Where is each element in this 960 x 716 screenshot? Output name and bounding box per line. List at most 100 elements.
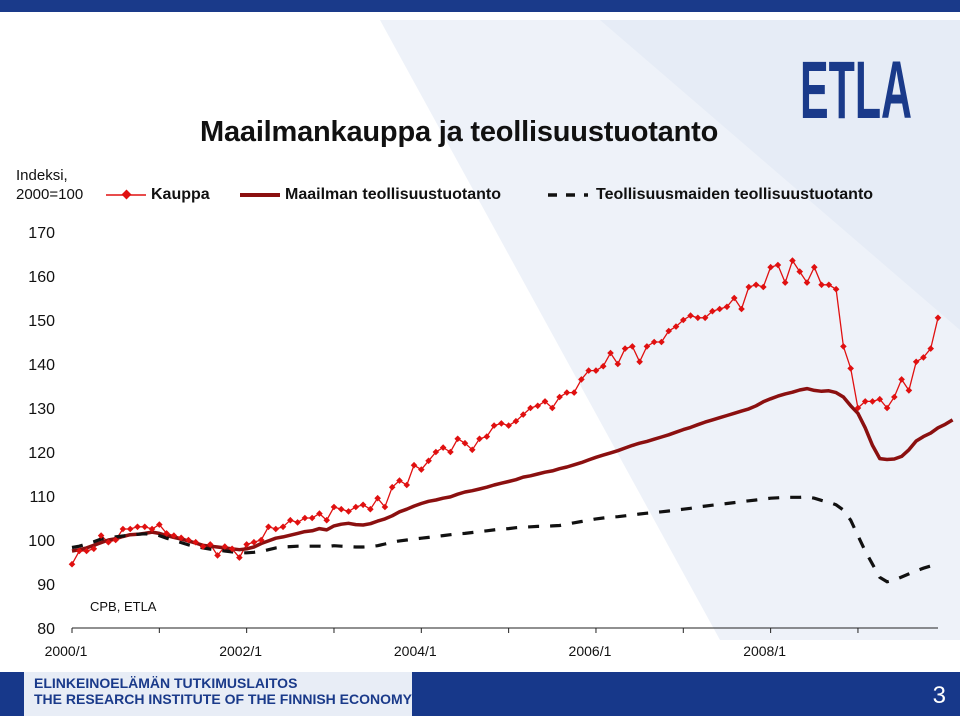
y-axis-label-line1: Indeksi,	[16, 167, 68, 184]
kauppa-point	[832, 285, 840, 293]
kauppa-point	[134, 523, 141, 531]
kauppa-point	[301, 514, 309, 522]
kauppa-point	[337, 505, 345, 513]
kauppa-point	[156, 521, 163, 528]
footer: ELINKEINOELÄMÄN TUTKIMUSLAITOS THE RESEA…	[0, 672, 960, 716]
kauppa-point	[177, 534, 185, 542]
kauppa-point	[316, 510, 323, 517]
kauppa-point	[163, 530, 170, 537]
kauppa-point	[221, 543, 229, 550]
kauppa-point	[257, 536, 265, 544]
kauppa-point	[578, 376, 585, 383]
y-tick-label: 150	[28, 313, 55, 330]
y-tick-label: 100	[28, 533, 55, 550]
kauppa-point	[228, 545, 236, 553]
footer-left-panel	[0, 672, 412, 716]
kauppa-point	[636, 358, 643, 366]
kauppa-point	[439, 444, 447, 451]
kauppa-point	[287, 516, 294, 524]
kauppa-point	[796, 268, 804, 275]
kauppa-point	[534, 402, 542, 410]
kauppa-point	[854, 404, 862, 412]
kauppa-point	[687, 312, 694, 319]
kauppa-point	[345, 508, 352, 515]
kauppa-point	[825, 281, 833, 289]
kauppa-point	[352, 503, 360, 511]
kauppa-point	[752, 281, 760, 289]
kauppa-point	[599, 362, 607, 370]
kauppa-point	[541, 398, 549, 405]
kauppa-point	[170, 532, 178, 539]
kauppa-point	[738, 305, 745, 313]
kauppa-point	[861, 398, 869, 405]
top-bar	[0, 0, 960, 12]
kauppa-point	[694, 314, 702, 322]
kauppa-point	[527, 404, 534, 412]
kauppa-point	[585, 367, 592, 374]
kauppa-point	[330, 503, 338, 511]
kauppa-point	[847, 365, 854, 372]
y-axis-label-line2: 2000=100	[16, 186, 84, 203]
kauppa-point	[701, 314, 709, 322]
plot-area	[72, 232, 938, 628]
x-tick-label: 2000/1	[45, 643, 88, 659]
kauppa-point	[905, 387, 913, 394]
kauppa-point	[629, 343, 636, 350]
kauppa-point	[105, 538, 112, 546]
kauppa-point	[891, 393, 898, 401]
kauppa-point	[519, 411, 527, 418]
kauppa-point	[483, 433, 491, 440]
series-line-2	[71, 495, 939, 584]
x-tick-label: 2008/1	[743, 643, 786, 659]
y-tick-label: 160	[28, 269, 55, 286]
kauppa-point	[126, 525, 134, 533]
kauppa-point	[658, 338, 665, 346]
y-tick-label: 80	[37, 621, 55, 638]
kauppa-point	[148, 525, 156, 533]
kauppa-point	[869, 398, 876, 405]
kauppa-point	[912, 358, 920, 366]
kauppa-point	[920, 354, 927, 361]
y-axis-label: Indeksi, 2000=100	[16, 166, 83, 204]
kauppa-point	[367, 505, 374, 513]
kauppa-point	[490, 422, 498, 429]
kauppa-point	[774, 261, 782, 269]
kauppa-point	[308, 514, 316, 522]
kauppa-point	[650, 338, 658, 346]
kauppa-point	[97, 532, 105, 539]
kauppa-point	[810, 263, 818, 271]
kauppa-point	[272, 525, 280, 533]
kauppa-point	[432, 448, 440, 456]
kauppa-point	[294, 519, 301, 526]
kauppa-point	[418, 466, 425, 473]
logo-text: ETLA	[800, 56, 912, 122]
kauppa-point	[621, 345, 629, 352]
x-tick-label: 2002/1	[219, 643, 262, 659]
x-tick-label: 2004/1	[394, 643, 437, 659]
footer-institute-fi: ELINKEINOELÄMÄN TUTKIMUSLAITOS	[34, 675, 298, 691]
kauppa-point	[927, 345, 935, 352]
y-tick-label: 170	[28, 225, 55, 242]
kauppa-point	[803, 279, 811, 286]
kauppa-point	[512, 417, 520, 425]
y-tick-label: 140	[28, 357, 55, 374]
footer-left-bar	[0, 672, 24, 716]
kauppa-point	[563, 389, 571, 396]
kauppa-point	[709, 307, 716, 315]
kauppa-point	[359, 501, 367, 509]
kauppa-point	[498, 420, 505, 427]
kauppa-point	[614, 360, 622, 368]
kauppa-point	[447, 448, 454, 456]
kauppa-point	[468, 446, 476, 454]
kauppa-point	[265, 523, 272, 531]
series-line-1	[71, 386, 954, 553]
kauppa-point	[876, 395, 884, 403]
kauppa-point	[199, 543, 207, 550]
kauppa-point	[112, 536, 119, 544]
kauppa-point	[323, 516, 331, 524]
y-tick-label: 110	[29, 489, 55, 506]
y-tick-label: 130	[28, 401, 55, 418]
kauppa-point	[388, 483, 396, 491]
kauppa-point	[840, 343, 847, 350]
